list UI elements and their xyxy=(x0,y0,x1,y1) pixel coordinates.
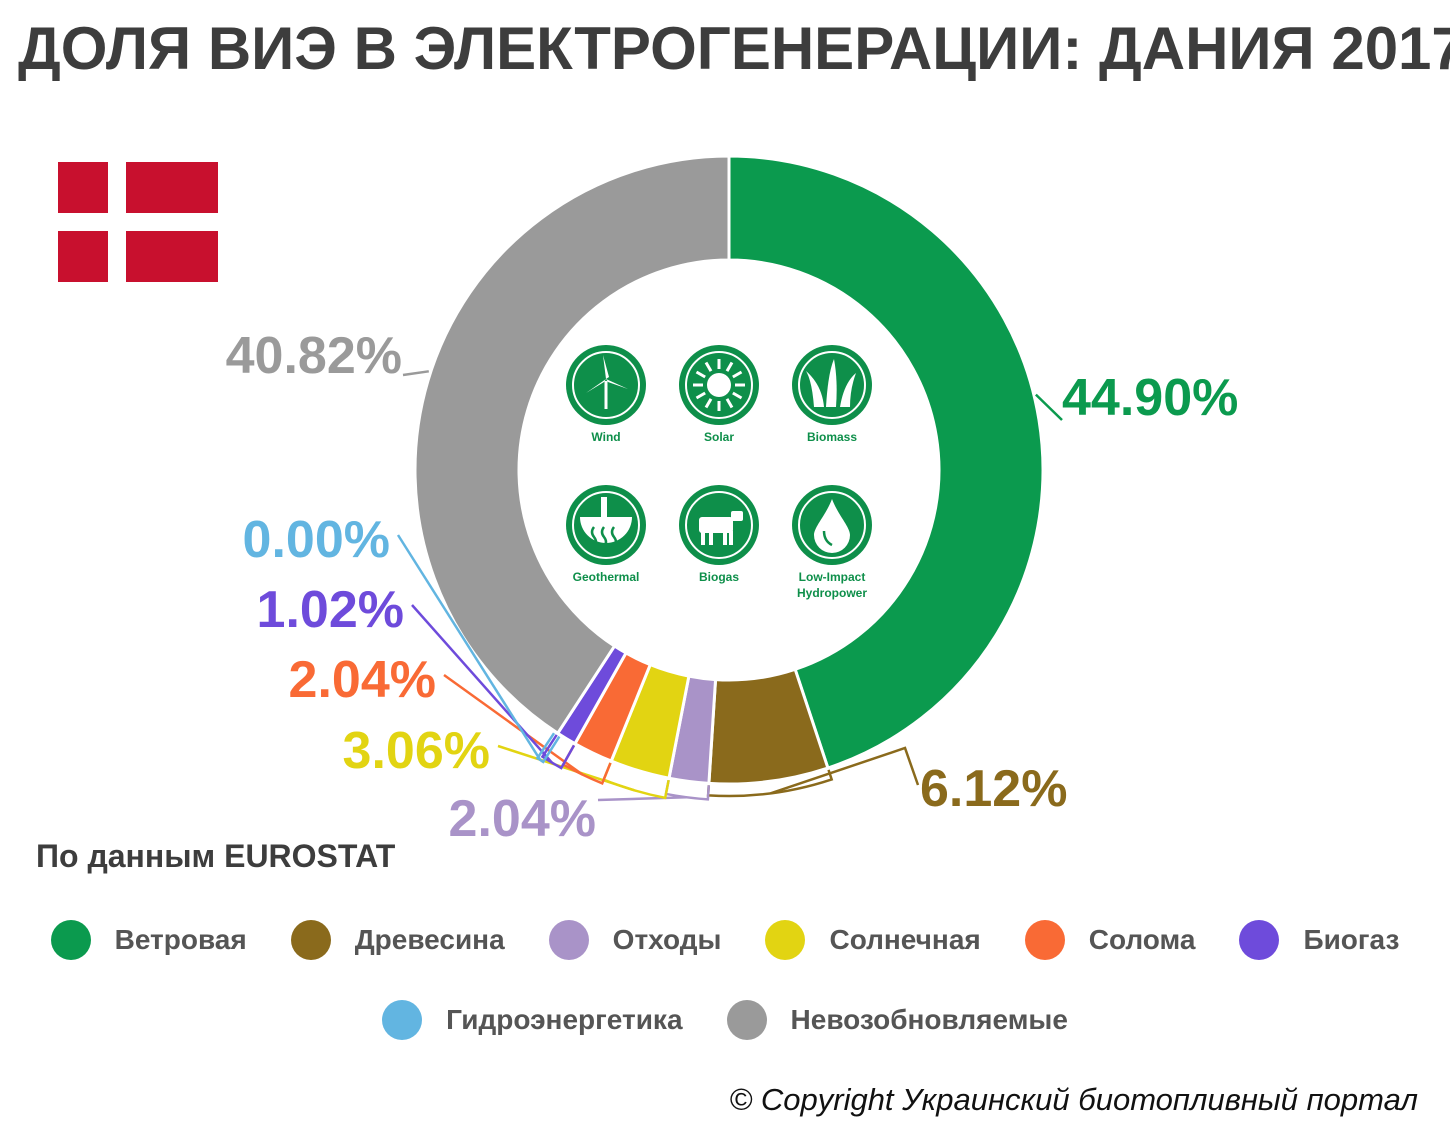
leader-line-1 xyxy=(1035,393,1063,421)
legend-swatch xyxy=(382,1000,423,1040)
legend-swatch xyxy=(1239,920,1280,960)
data-label-1: 44.90% xyxy=(1062,369,1238,427)
leader-line-8 xyxy=(402,370,429,377)
legend-item: Отходы xyxy=(548,920,722,960)
water-drop-icon: Low-Impact Hydropower xyxy=(792,485,872,600)
legend-swatch xyxy=(726,1000,767,1040)
legend-item: Ветровая xyxy=(50,920,247,960)
legend-label: Солнечная xyxy=(829,924,981,955)
legend-swatch xyxy=(1024,920,1065,960)
icon-label: Low-Impact Hydropower xyxy=(797,570,867,600)
sun-icon: Solar xyxy=(679,345,759,444)
data-label-8: 40.82% xyxy=(226,327,402,385)
legend-swatch xyxy=(765,920,806,960)
data-label-6: 1.02% xyxy=(257,581,404,639)
data-label-2: 6.12% xyxy=(920,760,1067,818)
icon-label: Biogas xyxy=(699,570,739,584)
legend-item: Биогаз xyxy=(1239,920,1399,960)
legend-label: Биогаз xyxy=(1303,924,1400,955)
leader-line-4 xyxy=(497,744,635,792)
legend-label: Солома xyxy=(1088,924,1196,955)
leader-line-5 xyxy=(443,673,584,776)
slice-1 xyxy=(727,154,1045,770)
slice-8 xyxy=(413,154,731,736)
cow-icon: Biogas xyxy=(679,485,759,584)
legend-swatch xyxy=(290,920,331,960)
legend-label: Невозобновляемые xyxy=(790,1004,1068,1035)
center-icons: Wind Solar Biomass Geothermal Biogas Low-Impa… xyxy=(566,345,872,600)
legend-label: Древесина xyxy=(354,924,505,955)
leader-line-3 xyxy=(597,796,687,802)
legend: Ветровая Древесина Отходы Солнечная Солома Би… xyxy=(0,920,1450,1040)
grass-icon: Biomass xyxy=(792,345,872,444)
legend-label: Отходы xyxy=(612,924,722,955)
legend-item: Солома xyxy=(1024,920,1196,960)
wind-turbine-icon: Wind xyxy=(566,345,646,444)
icon-label: Geothermal xyxy=(573,570,640,584)
data-label-3: 2.04% xyxy=(449,790,596,848)
legend-row: Ветровая Древесина Отходы Солнечная Солома Би… xyxy=(0,920,1450,960)
leader-line-2 xyxy=(770,746,920,795)
data-label-5: 2.04% xyxy=(289,651,436,709)
icon-label: Solar xyxy=(704,430,734,444)
legend-label: Ветровая xyxy=(114,924,247,955)
data-label-7: 0.00% xyxy=(243,511,390,569)
data-label-4: 3.06% xyxy=(343,722,490,780)
chart-title: ДОЛЯ ВИЭ В ЭЛЕКТРОГЕНЕРАЦИИ: ДАНИЯ 2017 xyxy=(18,15,1450,82)
copyright: © Copyright Украинский биотопливный порт… xyxy=(729,1082,1418,1117)
legend-item: Солнечная xyxy=(765,920,981,960)
legend-item: Гидроэнергетика xyxy=(382,1000,683,1040)
source-note: По данным EUROSTAT xyxy=(36,838,396,874)
leader-line-7 xyxy=(396,534,542,761)
legend-item: Древесина xyxy=(290,920,505,960)
icon-label: Biomass xyxy=(807,430,857,444)
donut-chart: 44.90% 6.12% 2.04% 3.06% 2.04% 1.02% 0.00% 40.8… xyxy=(226,154,1238,848)
leader-line-6 xyxy=(411,604,553,764)
denmark-flag-icon xyxy=(58,162,218,282)
legend-row: Гидроэнергетика Невозобновляемые xyxy=(0,1000,1450,1040)
legend-swatch xyxy=(548,920,589,960)
legend-item: Невозобновляемые xyxy=(726,1000,1068,1040)
legend-label: Гидроэнергетика xyxy=(446,1004,683,1035)
legend-swatch xyxy=(50,920,91,960)
icon-label: Wind xyxy=(591,430,620,444)
geothermal-icon: Geothermal xyxy=(566,485,646,584)
